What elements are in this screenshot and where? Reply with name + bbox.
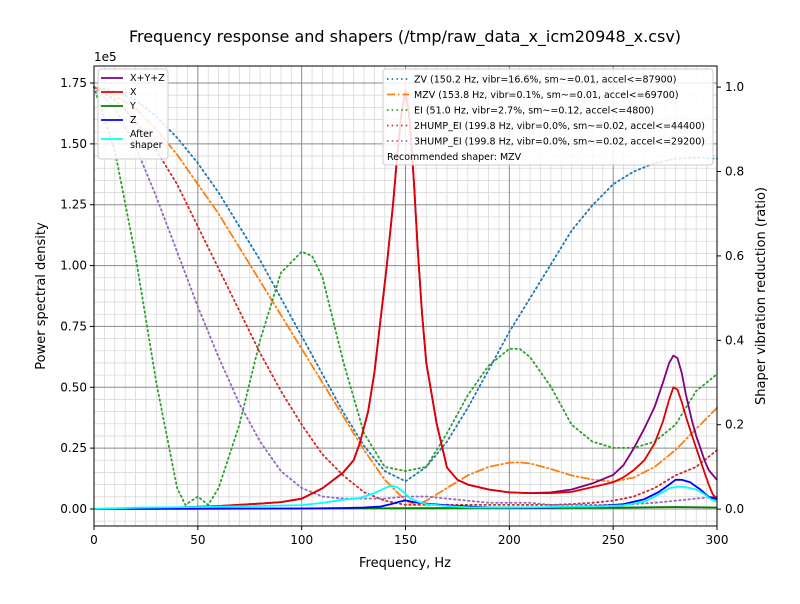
y-axis-right: 0.0 0.2 0.4 0.6 0.8 1.0 [717,80,744,516]
legend-shaper-label: 2HUMP_EI (199.8 Hz, vibr=0.0%, sm~=0.02,… [414,121,705,132]
shaper-line-1 [93,86,718,483]
chart-title: Frequency response and shapers (/tmp/raw… [129,27,681,47]
legend-psd-label: After shaper [130,129,163,151]
y-tick-label: 0.50 [60,380,87,394]
x-tick-label: 300 [706,533,729,547]
y-tick-label: 0.00 [60,502,87,516]
y2-tick-label: 1.0 [725,80,744,94]
legend-shaper-label: ZV (150.2 Hz, vibr=16.6%, sm~=0.01, acce… [414,75,676,86]
legend-shaper-label: EI (51.0 Hz, vibr=2.7%, sm~=0.12, accel<… [414,106,654,117]
legend-psd-label: Z [130,115,137,126]
psd-line-5 [93,484,718,510]
y2-axis-label: Shaper vibration reduction (ratio) [754,187,769,405]
psd-curves [93,89,718,510]
legend-shapers: ZV (150.2 Hz, vibr=16.6%, sm~=0.01, acce… [382,68,714,166]
y2-tick-label: 0.2 [725,418,744,432]
x-tick-label: 100 [290,533,313,547]
legend-psd-label: X [130,87,137,98]
shaper-line-3 [93,86,718,507]
x-tick-label: 50 [190,533,205,547]
y-tick-label: 1.25 [60,198,87,212]
x-tick-label: 250 [602,533,625,547]
y2-tick-label: 0.0 [725,502,744,516]
y-axis-left: 0.00 0.25 0.50 0.75 1.00 1.25 1.50 1.75 [60,76,94,516]
y-tick-label: 1.50 [60,137,87,151]
x-tick-label: 200 [498,533,521,547]
shaper-line-4 [93,86,718,506]
y2-tick-label: 0.4 [725,333,744,347]
y-tick-label: 1.75 [60,76,87,90]
y-axis-label: Power spectral density [34,222,49,370]
y-offset-label: 1e5 [94,50,117,64]
legend-shaper-label: 3HUMP_EI (199.8 Hz, vibr=0.0%, sm~=0.02,… [414,137,705,148]
x-axis-label: Frequency, Hz [359,556,451,571]
legend-psd: X+Y+Z XYZ After shaper [97,68,169,160]
y-tick-label: 0.75 [60,319,87,333]
y2-tick-label: 0.8 [725,165,744,179]
x-tick-label: 150 [394,533,417,547]
y2-tick-label: 0.6 [725,249,744,263]
y-tick-label: 0.25 [60,441,87,455]
legend-psd-label: X+Y+Z [130,73,165,84]
x-axis: 0 50 100 150 200 250 300 [90,526,728,547]
psd-line-2 [93,89,718,510]
recommended-shaper-text: Recommended shaper: MZV [387,152,522,163]
legend-shapers-box [382,68,714,166]
y-tick-label: 1.00 [60,259,87,273]
legend-shaper-label: MZV (153.8 Hz, vibr=0.1%, sm~=0.01, acce… [414,90,679,101]
x-tick-label: 0 [90,533,98,547]
legend-psd-label: Y [129,101,136,112]
